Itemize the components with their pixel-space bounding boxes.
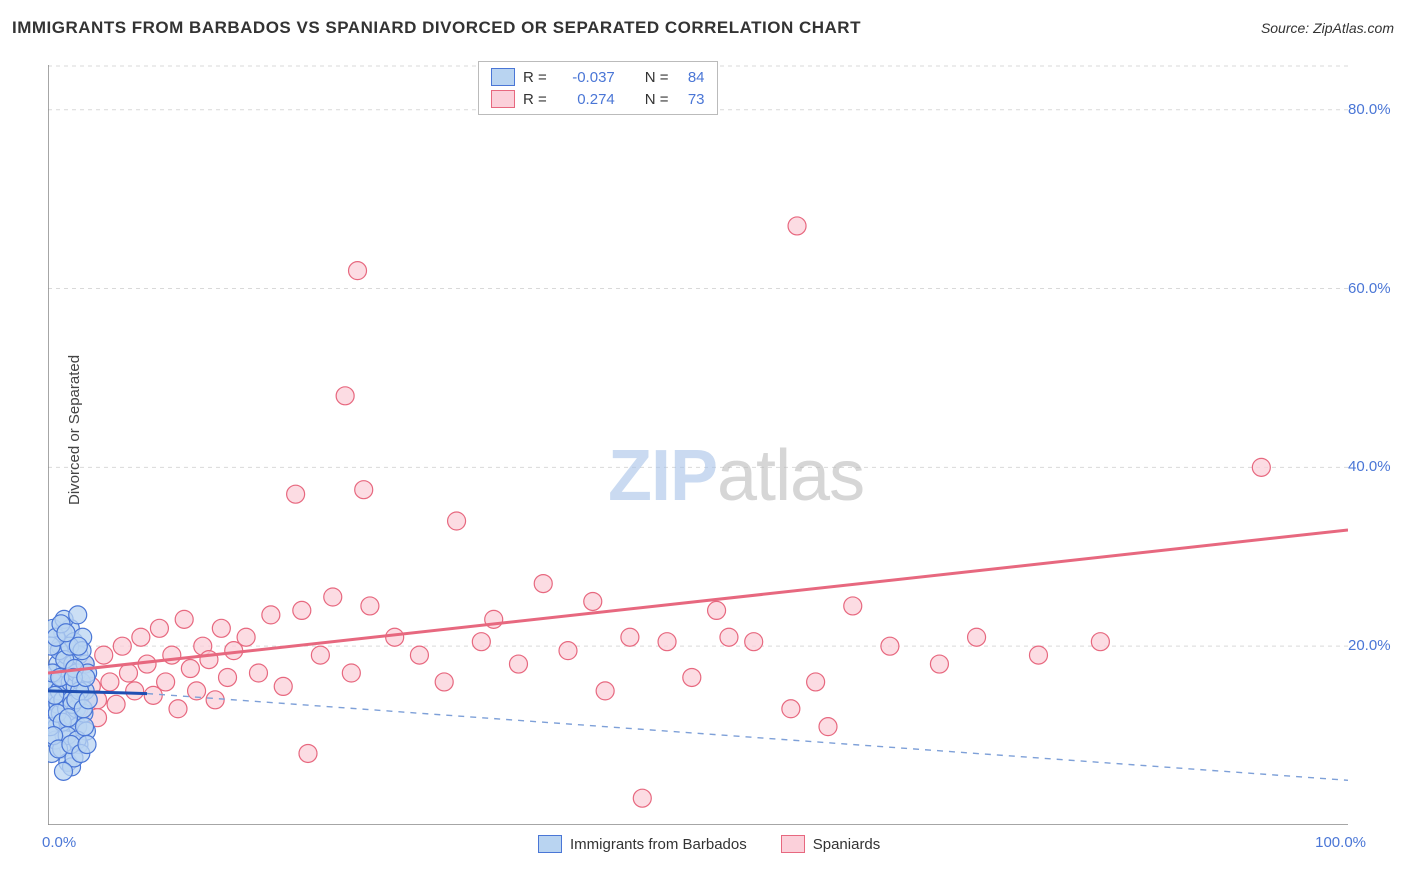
x-tick-right: 100.0%	[1315, 834, 1366, 851]
scatter-svg	[48, 65, 1348, 825]
n-value-pink: 73	[677, 91, 705, 108]
r-value-pink: 0.274	[555, 91, 615, 108]
y-tick: 60.0%	[1348, 280, 1400, 297]
y-tick: 20.0%	[1348, 637, 1400, 654]
legend-bottom: Immigrants from Barbados Spaniards	[538, 835, 880, 853]
stat-label: N =	[645, 69, 669, 86]
y-tick: 80.0%	[1348, 101, 1400, 118]
legend-row-pink: R = 0.274 N = 73	[491, 90, 705, 108]
y-tick: 40.0%	[1348, 458, 1400, 475]
swatch-pink-icon	[781, 835, 805, 853]
y-axis-label: Divorced or Separated	[66, 355, 83, 505]
swatch-blue-icon	[538, 835, 562, 853]
x-tick-left: 0.0%	[42, 834, 76, 851]
legend-row-blue: R = -0.037 N = 84	[491, 68, 705, 86]
legend-stats: R = -0.037 N = 84 R = 0.274 N = 73	[478, 61, 718, 115]
r-value-blue: -0.037	[555, 69, 615, 86]
source-attribution: Source: ZipAtlas.com	[1261, 20, 1394, 36]
stat-label: R =	[523, 91, 547, 108]
legend-item-blue: Immigrants from Barbados	[538, 835, 747, 853]
swatch-pink-icon	[491, 90, 515, 108]
swatch-blue-icon	[491, 68, 515, 86]
stat-label: R =	[523, 69, 547, 86]
chart-title: IMMIGRANTS FROM BARBADOS VS SPANIARD DIV…	[12, 18, 861, 38]
legend-label: Spaniards	[813, 836, 881, 853]
stat-label: N =	[645, 91, 669, 108]
legend-item-pink: Spaniards	[781, 835, 881, 853]
legend-label: Immigrants from Barbados	[570, 836, 747, 853]
n-value-blue: 84	[677, 69, 705, 86]
chart-area: Divorced or Separated 20.0%40.0%60.0%80.…	[48, 65, 1348, 825]
